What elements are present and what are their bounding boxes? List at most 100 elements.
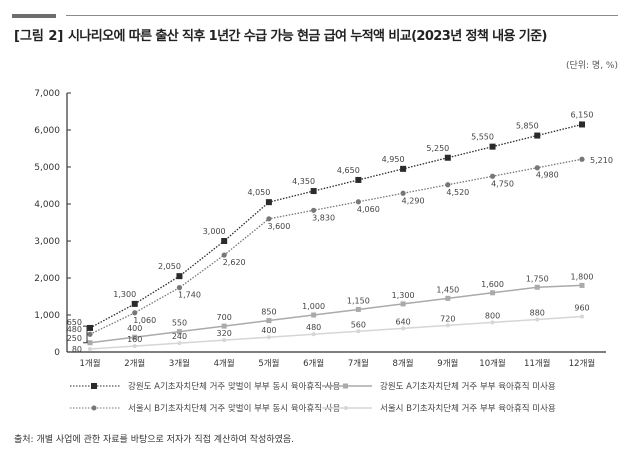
data-label: 650 [67,318,82,327]
data-label: 320 [217,329,232,338]
data-label: 4,350 [292,177,315,186]
line-chart: 0 1,000 2,000 3,000 4,000 5,000 6,000 7,000 1개월 2… [34,89,613,369]
data-label: 2,050 [158,262,181,271]
x-tick-label: 3개월 [169,358,190,369]
data-point [400,165,407,172]
data-point [534,132,541,139]
x-tick-label: 8개월 [393,358,414,369]
source-note: 출처: 개별 사업에 관한 자료를 바탕으로 저자가 직접 계산하여 작성하였음… [14,435,295,445]
unit-label: (단위: 명, %) [565,61,618,71]
data-label: 4,980 [536,171,559,180]
data-label: 960 [574,303,589,312]
x-tick-label: 7개월 [348,358,369,369]
data-label: 560 [351,320,366,329]
data-point [580,314,584,319]
data-label: 4,520 [446,188,469,197]
data-point [221,238,228,244]
chart-title: 시나리오에 따른 출산 직후 1년간 수급 가능 현금 급여 누적액 비교(20… [68,29,547,44]
data-point [176,329,182,335]
y-tick-label: 3,000 [34,237,60,247]
legend-label-3: 강원도 A기초자치단체 거주 부부 육아휴직 미사용 [380,382,556,392]
data-point [355,176,362,183]
data-label: 1,150 [347,296,370,305]
legend-swatch-3 [322,383,372,389]
data-label: 480 [67,325,82,334]
data-point [311,312,317,318]
data-point [311,207,317,213]
x-tick-label: 6개월 [303,358,324,369]
data-point [445,295,451,301]
x-tick-label: 4개월 [214,358,235,369]
legend-swatch-4 [322,406,372,410]
data-point [400,301,406,307]
data-label: 240 [172,332,187,341]
legend-swatch-1 [70,383,120,389]
legend-label-4: 서울시 B기초자치단체 거주 부부 육아휴직 미사용 [380,404,556,414]
legend-item-4: 서울시 B기초자치단체 거주 부부 육아휴직 미사용 [322,402,556,414]
data-point [176,273,183,280]
data-label: 880 [530,308,545,317]
series-line-4 [89,315,583,350]
data-point [579,156,585,162]
y-tick-label: 5,000 [34,163,60,173]
data-point [221,323,227,329]
data-label: 550 [172,319,187,328]
legend-label-2: 서울시 B기초자치단체 거주 맞벌이 부부 동시 육아휴직 사용 [128,404,341,414]
data-point [355,306,361,312]
header-bar [12,14,56,18]
data-label: 4,750 [491,179,514,188]
data-label: 800 [485,311,500,320]
x-tick-label: 5개월 [258,358,279,369]
data-point [87,331,93,337]
data-label: 5,850 [516,122,539,131]
data-label: 6,150 [571,110,594,119]
data-label: 4,290 [402,196,425,205]
data-point [87,324,93,331]
data-point [132,334,138,340]
legend-item-1: 강원도 A기초자치단체 거주 맞벌이 부부 동시 육아휴직 사용 [70,380,340,392]
data-label: 400 [261,326,276,335]
header-rule [66,15,618,16]
data-point [445,182,451,188]
data-point [132,344,137,349]
y-tick-label: 7,000 [34,89,60,99]
data-point [489,143,496,150]
data-point [490,320,495,325]
data-label: 3,830 [312,213,335,222]
data-point [489,173,496,179]
data-point [534,284,540,290]
x-tick-label: 9개월 [437,358,458,369]
data-label: 640 [395,317,410,326]
data-label: 160 [127,335,142,344]
data-point [401,326,406,331]
data-label: 5,550 [471,133,494,142]
data-label: 3,000 [203,227,226,236]
data-label: 1,060 [133,316,156,325]
data-label: 5,250 [426,144,449,153]
data-label: 5,210 [590,156,613,165]
series-line-2 [89,158,583,335]
data-label: 1,000 [302,302,325,311]
data-point [534,165,540,171]
data-label: 720 [440,314,455,323]
data-label: 250 [67,334,82,343]
x-tick-label: 2개월 [124,358,145,369]
x-tick-label: 10개월 [479,358,505,369]
data-point [87,340,93,346]
month1-bracket [83,325,88,344]
data-label: 1,600 [481,280,504,289]
y-tick-label: 4,000 [34,200,60,210]
data-label: 1,750 [526,274,549,283]
data-point [490,290,496,296]
y-tick-label: 0 [54,348,60,358]
data-label: 700 [217,313,232,322]
data-point [444,154,451,161]
data-label: 400 [127,324,142,333]
data-label: 80 [72,345,82,354]
x-tick-label: 11개월 [524,358,550,369]
data-point [176,285,183,291]
data-label: 4,950 [382,155,405,164]
data-point [132,310,138,316]
data-label: 1,300 [392,291,415,300]
